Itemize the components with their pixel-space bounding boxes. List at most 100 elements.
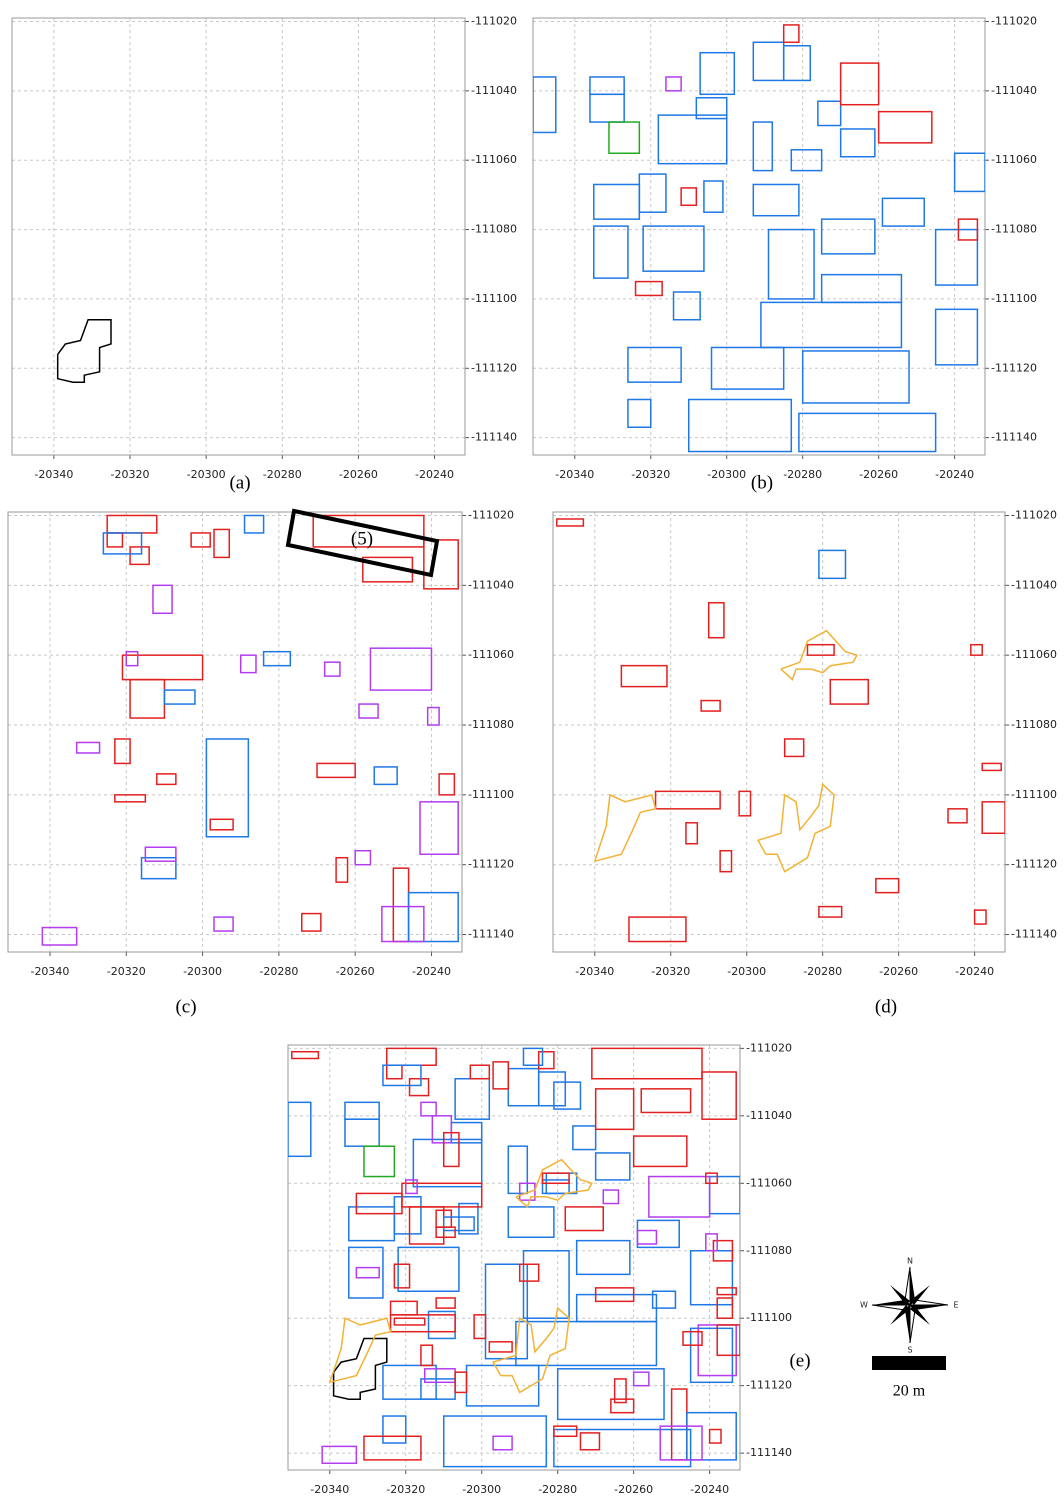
- building: [948, 809, 967, 823]
- y-tick-label: -111020: [1011, 508, 1057, 521]
- x-tick-label: -20300: [727, 965, 766, 978]
- building: [700, 53, 734, 95]
- panel-label: (d): [875, 996, 897, 1017]
- building: [841, 129, 875, 157]
- building: [210, 819, 233, 829]
- building: [681, 188, 696, 205]
- building: [577, 1295, 657, 1322]
- building: [807, 645, 834, 655]
- y-tick-label: -111080: [471, 223, 517, 236]
- building: [656, 791, 721, 808]
- plot-frame: [553, 512, 1005, 952]
- outline: [58, 320, 111, 383]
- building: [818, 101, 841, 125]
- compass-north: N: [907, 1257, 913, 1266]
- building: [292, 1052, 319, 1059]
- building: [803, 351, 909, 403]
- building: [398, 1247, 459, 1291]
- building: [206, 739, 248, 837]
- x-tick-label: -20300: [462, 1483, 501, 1496]
- building: [710, 1430, 721, 1443]
- building: [523, 1251, 569, 1318]
- y-tick-label: -111140: [471, 431, 517, 444]
- y-tick-label: -111120: [991, 361, 1037, 374]
- x-tick-label: -20340: [555, 468, 594, 481]
- y-tick-label: -111120: [468, 858, 514, 871]
- y-tick-label: -111040: [746, 1109, 792, 1122]
- building: [374, 767, 397, 784]
- building: [649, 1177, 710, 1217]
- y-tick-label: -111080: [746, 1244, 792, 1257]
- building: [191, 533, 210, 547]
- building: [706, 1234, 717, 1251]
- building: [382, 907, 424, 942]
- y-tick-label: -111080: [1011, 718, 1057, 731]
- building: [761, 302, 902, 347]
- x-tick-label: -20320: [386, 1483, 425, 1496]
- building: [603, 1190, 618, 1203]
- building: [421, 1102, 436, 1115]
- building: [322, 1446, 356, 1463]
- building: [691, 1251, 733, 1305]
- building: [596, 1153, 630, 1180]
- building: [130, 680, 164, 718]
- building: [975, 910, 986, 924]
- building: [436, 1227, 455, 1237]
- building: [455, 1079, 489, 1119]
- building: [634, 1372, 649, 1385]
- page: {"chart_data": [ {"type": "map", "label"…: [0, 0, 1064, 1508]
- building: [387, 1065, 402, 1078]
- panel-label: (a): [229, 472, 250, 493]
- building: [590, 94, 624, 122]
- building: [628, 400, 651, 428]
- map-panel: -20340-20320-20300-20280-20260-20240-111…: [12, 14, 517, 493]
- building: [359, 704, 378, 718]
- map-panel: -20340-20320-20300-20280-20260-20240-111…: [533, 14, 1037, 493]
- y-tick-label: -111100: [471, 292, 517, 305]
- annotation: (5): [351, 528, 373, 549]
- building: [356, 1268, 379, 1278]
- building: [425, 1369, 455, 1382]
- building: [370, 648, 431, 690]
- x-tick-label: -20260: [339, 468, 378, 481]
- x-tick-label: -20320: [651, 965, 690, 978]
- x-tick-label: -20300: [707, 468, 746, 481]
- x-tick-label: -20320: [111, 468, 150, 481]
- panel-label: (b): [751, 472, 773, 493]
- y-tick-label: -111020: [746, 1041, 792, 1054]
- building: [629, 917, 686, 941]
- x-tick-label: -20280: [538, 1483, 577, 1496]
- features: [58, 320, 111, 383]
- building: [971, 645, 982, 655]
- building: [590, 77, 624, 94]
- y-tick-label: -111040: [471, 84, 517, 97]
- building: [164, 690, 195, 704]
- building: [325, 662, 340, 676]
- building: [115, 739, 130, 763]
- building: [394, 1197, 421, 1234]
- building: [882, 198, 924, 226]
- x-tick-label: -20260: [859, 468, 898, 481]
- y-tick-label: -111080: [991, 223, 1037, 236]
- y-tick-label: -111140: [746, 1446, 792, 1459]
- building: [539, 1052, 554, 1069]
- figure: N E S W 20 m -20340-20320-20300-20280-20…: [0, 0, 1064, 1508]
- panel-label: (c): [175, 996, 196, 1017]
- y-tick-label: -111140: [1011, 928, 1057, 941]
- building: [701, 701, 720, 711]
- building: [592, 1048, 702, 1078]
- building: [573, 1126, 596, 1150]
- building: [107, 515, 157, 532]
- building: [489, 1342, 512, 1352]
- building: [42, 928, 76, 945]
- map-panel: -20340-20320-20300-20280-20260-20240-111…: [8, 508, 514, 1017]
- building: [355, 851, 370, 865]
- building: [455, 1372, 466, 1392]
- building: [336, 858, 347, 882]
- building: [554, 1430, 691, 1467]
- building: [467, 1365, 539, 1405]
- building: [493, 1436, 512, 1449]
- building: [533, 77, 556, 132]
- building: [712, 347, 784, 389]
- building: [955, 153, 985, 191]
